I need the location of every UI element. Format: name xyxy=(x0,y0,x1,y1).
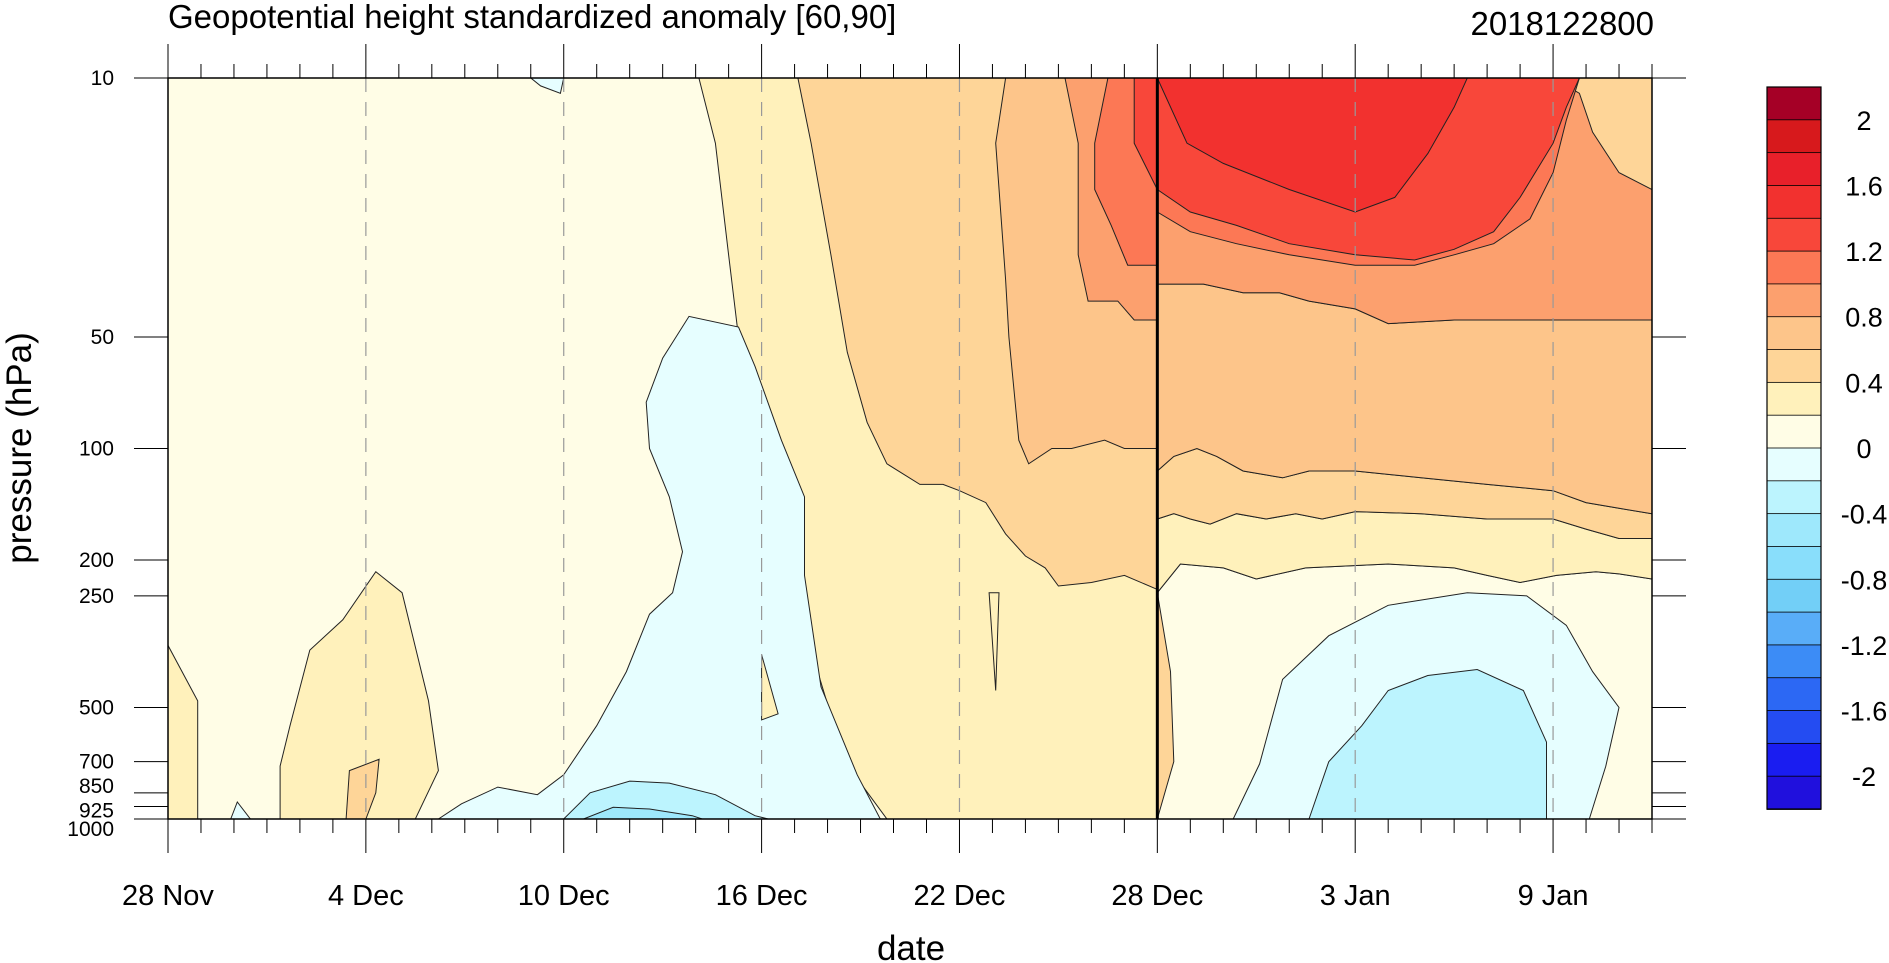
colorbar-label: -1.6 xyxy=(1841,697,1888,727)
colorbar-label: 2 xyxy=(1856,106,1871,136)
colorbar-swatch xyxy=(1766,349,1822,384)
colorbar-swatch xyxy=(1766,578,1822,613)
colorbar-swatch xyxy=(1766,185,1822,220)
colorbar-swatch xyxy=(1766,447,1822,482)
contour-region xyxy=(345,758,380,819)
x-tick-label: 9 Jan xyxy=(1518,880,1589,912)
contour-region xyxy=(230,800,252,819)
x-tick-label: 16 Dec xyxy=(716,880,808,912)
y-tick-label: 1000 xyxy=(67,818,114,841)
x-tick-label: 28 Dec xyxy=(1111,880,1203,912)
contour-region xyxy=(530,78,565,94)
contour-plot xyxy=(168,78,1652,819)
colorbar-label: 1.6 xyxy=(1845,171,1883,201)
y-tick-label: 100 xyxy=(79,438,114,461)
colorbar-label: 1.2 xyxy=(1845,237,1883,267)
colorbar-label: -1.2 xyxy=(1841,631,1888,661)
colorbar-swatch xyxy=(1766,250,1822,285)
colorbar-swatch xyxy=(1766,710,1822,745)
colorbar-swatch xyxy=(1766,677,1822,712)
colorbar-swatch xyxy=(1766,546,1822,581)
x-axis-label: date xyxy=(877,929,945,963)
colorbar-label: 0.4 xyxy=(1845,368,1883,398)
colorbar-swatch xyxy=(1766,86,1822,121)
contour-region xyxy=(1308,668,1547,819)
colorbar-frame xyxy=(1766,86,1822,810)
colorbar-swatch xyxy=(1766,217,1822,252)
colorbar-swatch xyxy=(1766,381,1822,417)
colorbar: 2 1.6 1.2 0.8 0.4 0 -0.4 -0.8 -1.2 -1.6 -2 xyxy=(1766,86,1888,810)
colorbar-swatch xyxy=(1766,480,1822,515)
x-tick-label: 4 Dec xyxy=(328,880,404,912)
y-tick-label: 500 xyxy=(79,696,114,719)
contour-region xyxy=(1156,78,1468,213)
colorbar-swatch xyxy=(1766,611,1822,646)
timestamp-label: 2018122800 xyxy=(1470,5,1654,42)
y-tick-label: 925 xyxy=(79,799,114,822)
contour-region xyxy=(583,806,703,819)
colorbar-swatch xyxy=(1766,316,1822,351)
colorbar-label: -0.8 xyxy=(1841,565,1888,595)
colorbar-label: 0 xyxy=(1856,434,1871,464)
colorbar-label: 0.8 xyxy=(1845,303,1883,333)
y-tick-label: 50 xyxy=(91,326,114,349)
y-axis-label: pressure (hPa) xyxy=(0,332,39,563)
y-tick-label: 250 xyxy=(79,585,114,608)
x-tick-label: 10 Dec xyxy=(518,880,610,912)
x-tick-label: 3 Jan xyxy=(1320,880,1391,912)
colorbar-swatch xyxy=(1766,414,1822,449)
y-tick-label: 200 xyxy=(79,549,114,572)
y-tick-label: 850 xyxy=(79,775,114,798)
colorbar-swatch xyxy=(1766,644,1822,679)
colorbar-swatch xyxy=(1766,152,1822,187)
colorbar-label: -2 xyxy=(1852,762,1876,792)
x-tick-label: 28 Nov xyxy=(122,880,214,912)
x-tick-label: 22 Dec xyxy=(914,880,1006,912)
colorbar-swatch xyxy=(1766,283,1822,318)
y-tick-label: 700 xyxy=(79,751,114,774)
chart-title: Geopotential height standardized anomaly… xyxy=(168,0,896,35)
y-tick-label: 10 xyxy=(91,67,114,90)
colorbar-swatch xyxy=(1766,775,1822,810)
colorbar-label: -0.4 xyxy=(1841,500,1888,530)
colorbar-swatch xyxy=(1766,119,1822,154)
colorbar-swatch xyxy=(1766,742,1822,778)
plot-axes: 28 Nov 4 Dec 10 Dec 16 Dec 22 Dec 28 Dec 3 Jan… xyxy=(67,44,1686,912)
contour-region xyxy=(988,592,1000,691)
colorbar-swatch xyxy=(1766,513,1822,548)
